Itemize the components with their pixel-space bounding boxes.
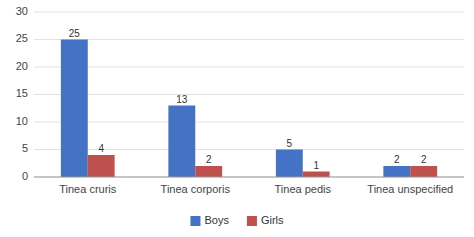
bar xyxy=(410,166,437,177)
x-tick-label: Tinea cruris xyxy=(59,183,117,195)
y-tick-label: 10 xyxy=(16,115,28,127)
data-label: 4 xyxy=(98,143,104,154)
bar xyxy=(383,166,410,177)
grid-line xyxy=(34,94,464,95)
y-tick-label: 15 xyxy=(16,87,28,99)
legend-swatch xyxy=(190,216,200,226)
data-label: 2 xyxy=(206,154,212,165)
x-tick-label: Tinea unspecified xyxy=(367,183,453,195)
bar xyxy=(303,172,330,178)
y-tick-label: 0 xyxy=(22,170,28,182)
bar xyxy=(168,106,195,178)
grid xyxy=(34,12,464,177)
data-label: 2 xyxy=(421,154,427,165)
y-tick-label: 25 xyxy=(16,32,28,44)
legend-label: Girls xyxy=(261,214,284,226)
bar xyxy=(61,40,88,178)
bar xyxy=(276,150,303,178)
grid-line xyxy=(34,12,464,13)
legend-swatch xyxy=(247,216,257,226)
y-tick-label: 5 xyxy=(22,142,28,154)
legend: Boys Girls xyxy=(190,214,284,226)
grid-line xyxy=(34,177,464,178)
x-tick-label: Tinea pedis xyxy=(275,183,332,195)
grid-line xyxy=(34,39,464,40)
data-label: 25 xyxy=(69,28,81,39)
grid-line xyxy=(34,122,464,123)
y-tick-label: 20 xyxy=(16,60,28,72)
data-label: 2 xyxy=(394,154,400,165)
data-label: 1 xyxy=(313,160,319,171)
data-label: 13 xyxy=(176,94,188,105)
legend-label: Boys xyxy=(204,214,229,226)
grid-line xyxy=(34,67,464,68)
y-tick-label: 30 xyxy=(16,5,28,17)
chart: 0 5 10 15 20 25 30 25 13 5 2 4 2 1 2 Tinea cruris Tinea … xyxy=(0,0,474,237)
x-tick-label: Tinea corporis xyxy=(161,183,231,195)
bar xyxy=(195,166,222,177)
x-axis xyxy=(34,177,464,178)
data-label: 5 xyxy=(287,138,293,149)
data-labels: 25 13 5 2 4 2 1 2 xyxy=(69,28,427,171)
bars xyxy=(61,40,437,178)
bar xyxy=(88,155,115,177)
